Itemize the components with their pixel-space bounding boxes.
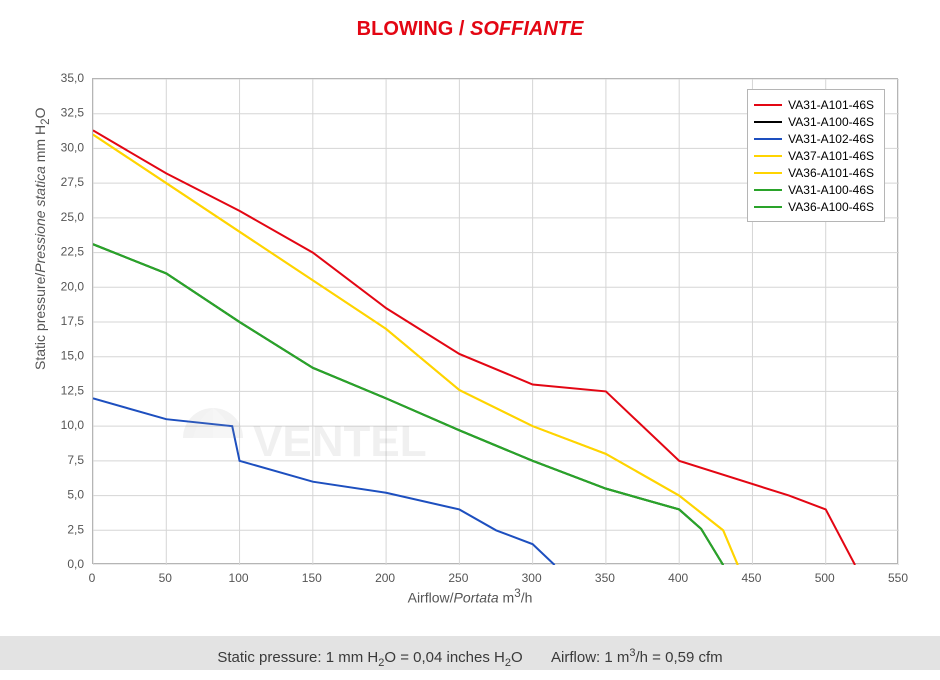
x-label-unit-post: /h xyxy=(521,590,533,606)
legend-label: VA31-A100-46S xyxy=(788,115,874,129)
legend-color-line xyxy=(754,206,782,208)
x-label-english: Airflow xyxy=(408,590,450,606)
y-tick-label: 20,0 xyxy=(61,279,85,293)
x-tick-label: 300 xyxy=(522,571,542,585)
legend-row: VA31-A102-46S xyxy=(754,130,874,147)
series-line xyxy=(93,130,855,565)
series-line xyxy=(93,398,555,565)
y-tick-label: 12,5 xyxy=(61,383,85,397)
x-tick-label: 50 xyxy=(159,571,173,585)
x-tick-label: 0 xyxy=(89,571,96,585)
legend: VA31-A101-46S VA31-A100-46S VA31-A102-46S V… xyxy=(747,89,885,222)
legend-label: VA31-A100-46S xyxy=(788,183,874,197)
legend-color-line xyxy=(754,189,782,191)
series-line xyxy=(93,244,723,565)
x-tick-label: 250 xyxy=(448,571,468,585)
y-tick-label: 22,5 xyxy=(61,245,85,259)
footer-static-label: Static pressure: 1 mm H xyxy=(217,649,378,666)
x-tick-label: 100 xyxy=(229,571,249,585)
footer-airflow-label: Airflow: 1 m xyxy=(551,649,629,666)
footer-static-tail2: O xyxy=(511,649,523,666)
x-tick-label: 200 xyxy=(375,571,395,585)
y-label-unit-post: O xyxy=(32,108,48,119)
x-label-unit-pre: m xyxy=(499,590,515,606)
legend-label: VA31-A102-46S xyxy=(788,132,874,146)
x-tick-label: 350 xyxy=(595,571,615,585)
title-separator: / xyxy=(453,18,470,40)
legend-label: VA36-A100-46S xyxy=(788,200,874,214)
y-tick-label: 5,0 xyxy=(67,488,84,502)
y-label-unit-sub: 2 xyxy=(39,118,52,124)
plot-area: VENTEL VA31-A101-46SVA31-A100-46SVA31-A1… xyxy=(92,78,898,564)
y-tick-label: 32,5 xyxy=(61,106,85,120)
legend-row: VA31-A101-46S xyxy=(754,96,874,113)
y-tick-label: 0,0 xyxy=(67,557,84,571)
x-tick-label: 400 xyxy=(668,571,688,585)
y-label-italian: Pressione statica xyxy=(32,166,48,273)
legend-color-line xyxy=(754,172,782,174)
legend-row: VA31-A100-46S xyxy=(754,113,874,130)
y-tick-label: 17,5 xyxy=(61,314,85,328)
legend-row: VA36-A100-46S xyxy=(754,198,874,215)
x-axis-label: Airflow/Portata m3/h xyxy=(30,587,910,606)
y-tick-label: 10,0 xyxy=(61,418,85,432)
series-line xyxy=(93,244,723,565)
y-label-english: Static pressure xyxy=(32,277,48,370)
x-tick-label: 500 xyxy=(815,571,835,585)
legend-color-line xyxy=(754,104,782,106)
x-tick-label: 150 xyxy=(302,571,322,585)
legend-row: VA37-A101-46S xyxy=(754,147,874,164)
y-tick-label: 25,0 xyxy=(61,210,85,224)
legend-label: VA36-A101-46S xyxy=(788,166,874,180)
legend-label: VA37-A101-46S xyxy=(788,149,874,163)
legend-color-line xyxy=(754,155,782,157)
y-tick-label: 27,5 xyxy=(61,175,85,189)
legend-color-line xyxy=(754,138,782,140)
y-tick-label: 15,0 xyxy=(61,349,85,363)
footer-static-tail: O = 0,04 inches H xyxy=(384,649,504,666)
y-tick-label: 7,5 xyxy=(67,453,84,467)
legend-row: VA36-A101-46S xyxy=(754,164,874,181)
y-tick-label: 30,0 xyxy=(61,140,85,154)
chart-title: BLOWING / SOFFIANTE xyxy=(0,0,940,41)
x-tick-label: 450 xyxy=(741,571,761,585)
x-label-italian: Portata xyxy=(454,590,499,606)
x-tick-label: 550 xyxy=(888,571,908,585)
y-tick-label: 35,0 xyxy=(61,71,85,85)
legend-label: VA31-A101-46S xyxy=(788,98,874,112)
chart-container: Static pressure/Pressione statica mm H2O… xyxy=(30,70,910,610)
y-label-unit-pre: mm H xyxy=(32,125,48,166)
y-tick-label: 2,5 xyxy=(67,522,84,536)
footer-airflow-tail: /h = 0,59 cfm xyxy=(636,649,723,666)
title-english: BLOWING xyxy=(357,18,454,40)
footer-bar: Static pressure: 1 mm H2O = 0,04 inches … xyxy=(0,636,940,670)
series-line xyxy=(93,244,723,565)
title-italian: SOFFIANTE xyxy=(470,18,583,40)
legend-color-line xyxy=(754,121,782,123)
legend-row: VA31-A100-46S xyxy=(754,181,874,198)
y-axis-label: Static pressure/Pressione statica mm H2O xyxy=(32,108,52,370)
